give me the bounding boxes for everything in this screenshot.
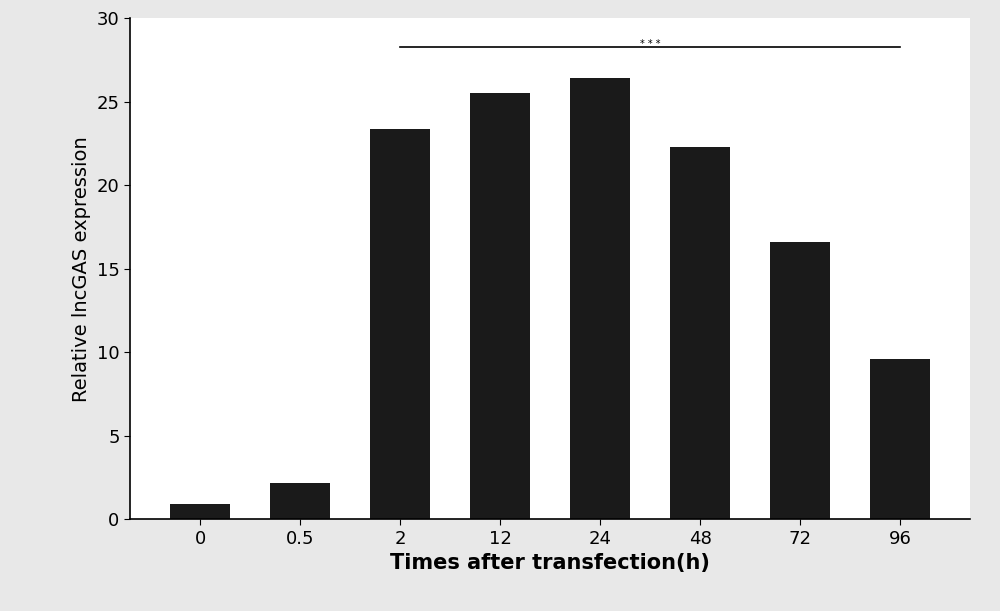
Bar — [370, 128, 430, 519]
Bar — [870, 359, 930, 519]
Bar — [770, 242, 830, 519]
Bar — [170, 504, 230, 519]
Text: * * *: * * * — [640, 39, 660, 49]
Bar — [270, 483, 330, 519]
Bar — [470, 93, 530, 519]
Bar — [570, 78, 630, 519]
Bar — [670, 147, 730, 519]
X-axis label: Times after transfection(h): Times after transfection(h) — [390, 554, 710, 573]
Y-axis label: Relative lncGAS expression: Relative lncGAS expression — [72, 136, 91, 401]
